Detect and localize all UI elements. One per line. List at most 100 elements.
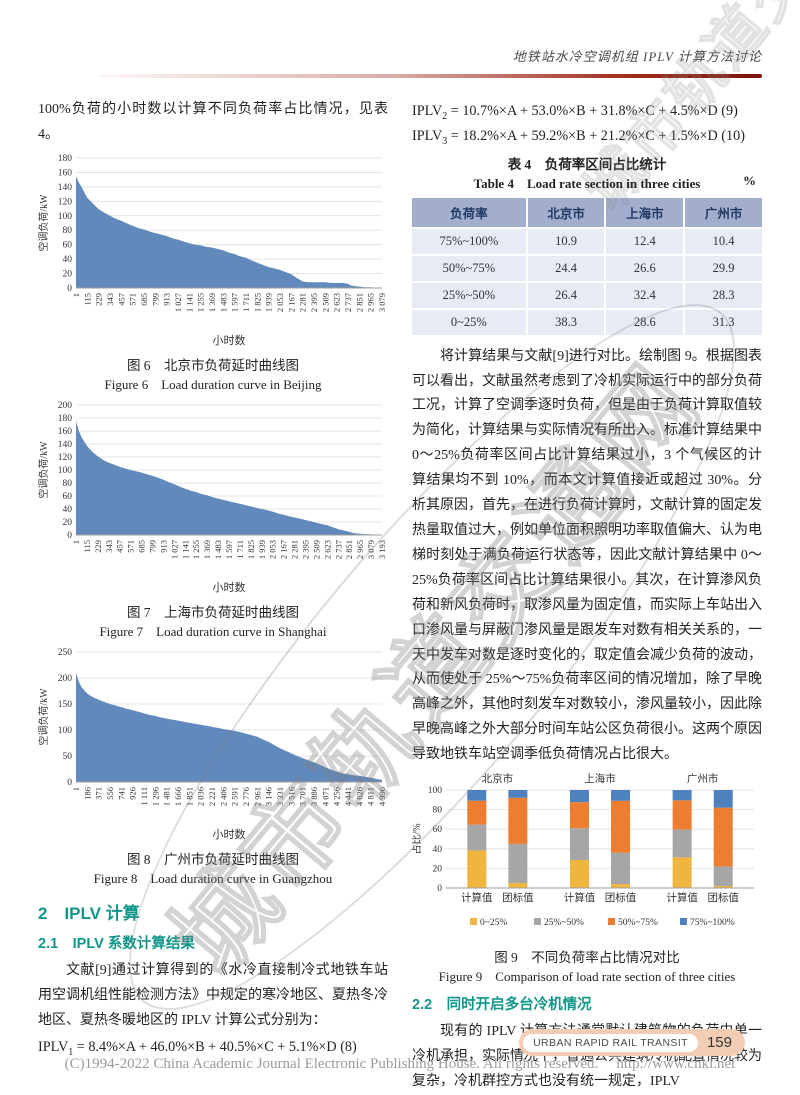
- svg-text:140: 140: [58, 440, 73, 450]
- svg-text:1 597: 1 597: [224, 540, 234, 559]
- svg-text:1 141: 1 141: [184, 293, 194, 312]
- formula-9-sub: 2: [442, 110, 448, 122]
- svg-text:2 281: 2 281: [290, 540, 300, 559]
- svg-text:2 623: 2 623: [332, 293, 342, 312]
- header-rule: [100, 74, 762, 78]
- formula-8-sub: 1: [68, 1046, 74, 1058]
- svg-text:140: 140: [58, 183, 73, 193]
- figure-7: 0 20 40 60 80 100 120 140 160 180 200 1 115 229 343 457…: [37, 399, 388, 640]
- formula-10-sub: 3: [442, 135, 448, 147]
- table-cell: 50%~75%: [412, 255, 526, 281]
- page-number: 159: [706, 1034, 732, 1051]
- svg-text:4 256: 4 256: [332, 787, 342, 806]
- svg-text:371: 371: [94, 787, 104, 800]
- svg-text:100: 100: [58, 212, 73, 222]
- table-cell: 26.6: [604, 255, 684, 281]
- running-title: 地铁站水冷空调机组 IPLV 计算方法讨论: [512, 49, 762, 64]
- svg-text:343: 343: [105, 293, 115, 306]
- svg-text:3 886: 3 886: [309, 787, 319, 806]
- svg-text:250: 250: [58, 648, 73, 658]
- svg-text:25%~50%: 25%~50%: [544, 918, 584, 928]
- svg-text:团标值: 团标值: [707, 891, 739, 904]
- svg-text:2 406: 2 406: [218, 787, 228, 806]
- svg-text:1 027: 1 027: [173, 293, 183, 312]
- svg-text:685: 685: [139, 293, 149, 306]
- svg-text:1 597: 1 597: [230, 293, 240, 312]
- svg-text:685: 685: [137, 540, 147, 553]
- load-duration-chart-beijing: 0 20 40 60 80 100 120 140 160 180 1 115 229 343 457 571…: [37, 154, 387, 347]
- svg-text:926: 926: [128, 787, 138, 800]
- svg-text:120: 120: [58, 453, 73, 463]
- svg-text:200: 200: [58, 674, 73, 684]
- svg-text:1 255: 1 255: [191, 540, 201, 559]
- svg-text:80: 80: [433, 806, 443, 816]
- formula-9: IPLV2 = 10.7%×A + 53.0%×B + 31.8%×C + 4.…: [412, 103, 762, 122]
- figure-8: 0 50 100 150 200 250 1 186 371 556 741 926 1 111 1 29…: [37, 646, 388, 887]
- svg-text:1: 1: [71, 540, 81, 544]
- svg-text:571: 571: [128, 293, 138, 306]
- formula-10: IPLV3 = 18.2%×A + 59.2%×B + 21.2%×C + 1.…: [412, 128, 762, 147]
- table-cell: 0~25%: [412, 309, 526, 335]
- table-cell: 31.3: [683, 309, 762, 335]
- table-cell: 28.6: [604, 309, 684, 335]
- table-row: 50%~75% 24.4 26.6 29.9: [412, 255, 762, 281]
- svg-text:2 591: 2 591: [230, 787, 240, 806]
- svg-text:115: 115: [82, 540, 92, 552]
- svg-text:60: 60: [63, 492, 73, 502]
- table-cell: 75%~100%: [412, 228, 526, 254]
- svg-text:1 711: 1 711: [241, 293, 251, 312]
- load-duration-chart-guangzhou: 0 50 100 150 200 250 1 186 371 556 741 926 1 111 1 29…: [37, 648, 387, 841]
- svg-text:40: 40: [433, 845, 443, 855]
- svg-text:2 623: 2 623: [322, 540, 332, 559]
- svg-text:100: 100: [58, 726, 73, 736]
- svg-text:3 516: 3 516: [286, 787, 296, 806]
- svg-text:3 079: 3 079: [377, 293, 387, 312]
- svg-text:2 053: 2 053: [275, 293, 285, 312]
- svg-text:799: 799: [148, 540, 158, 553]
- table-cell: 32.4: [604, 282, 684, 308]
- table-row: 0~25% 38.3 28.6 31.3: [412, 309, 762, 335]
- svg-text:40: 40: [63, 505, 73, 515]
- svg-text:2 737: 2 737: [333, 540, 343, 559]
- figure-8-caption-zh: 图 8 广州市负荷延时曲线图: [126, 851, 300, 867]
- formula-9-body: = 10.7%×A + 53.0%×B + 31.8%×C + 4.5%×D: [450, 103, 718, 119]
- svg-text:1 027: 1 027: [169, 540, 179, 559]
- load-duration-chart-shanghai: 0 20 40 60 80 100 120 140 160 180 200 1 115 229 343 457…: [37, 401, 387, 594]
- svg-text:40: 40: [63, 255, 73, 265]
- svg-text:2 851: 2 851: [354, 293, 364, 312]
- svg-text:200: 200: [58, 401, 73, 411]
- svg-text:2 281: 2 281: [298, 293, 308, 312]
- formula-8-number: (8): [340, 1038, 357, 1055]
- formula-10-number: (10): [721, 127, 745, 144]
- svg-text:20: 20: [433, 864, 443, 874]
- svg-text:小时数: 小时数: [213, 581, 246, 594]
- svg-text:团标值: 团标值: [605, 891, 637, 904]
- svg-text:2 167: 2 167: [286, 293, 296, 312]
- svg-text:1 711: 1 711: [235, 540, 245, 559]
- svg-text:上海市: 上海市: [584, 772, 616, 785]
- svg-text:计算值: 计算值: [461, 891, 493, 904]
- svg-text:0: 0: [67, 284, 72, 294]
- svg-text:2 776: 2 776: [241, 787, 251, 806]
- formula-10-body: = 18.2%×A + 59.2%×B + 21.2%×C + 1.5%×D: [450, 127, 718, 144]
- section-2-2-heading: 2.2 同时开启多台冷机情况: [412, 997, 592, 1014]
- svg-text:150: 150: [58, 700, 73, 710]
- svg-text:1 483: 1 483: [213, 540, 223, 559]
- figure-7-caption-zh: 图 7 上海市负荷延时曲线图: [126, 604, 300, 620]
- section-2-1-heading: 2.1 IPLV 系数计算结果: [38, 935, 195, 952]
- table-cell: 28.3: [683, 282, 762, 308]
- table-4-unit: %: [743, 172, 756, 188]
- svg-text:80: 80: [63, 226, 73, 236]
- table-header-cell: 负荷率: [412, 197, 526, 227]
- svg-text:100: 100: [428, 786, 443, 796]
- svg-text:120: 120: [58, 197, 73, 207]
- svg-text:1 141: 1 141: [180, 540, 190, 559]
- svg-text:2 737: 2 737: [343, 293, 353, 312]
- svg-text:2 961: 2 961: [252, 787, 262, 806]
- svg-text:229: 229: [93, 540, 103, 553]
- table-cell: 25%~50%: [412, 282, 526, 308]
- svg-text:186: 186: [82, 787, 92, 800]
- table-cell: 12.4: [604, 228, 684, 254]
